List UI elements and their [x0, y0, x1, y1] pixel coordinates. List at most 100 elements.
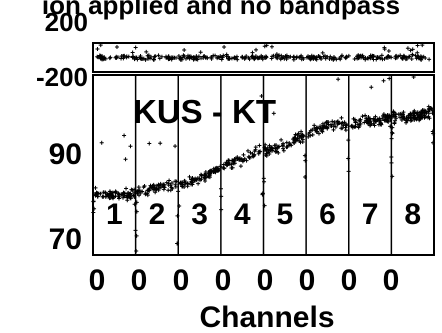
bottom-point — [122, 194, 127, 199]
bottom-point — [253, 145, 258, 150]
bottom-point — [196, 181, 201, 186]
bottom-point — [252, 149, 257, 154]
top-point — [194, 54, 199, 59]
top-point — [98, 43, 103, 48]
band-separators — [134, 75, 393, 255]
series-annotation: KUS - KT — [133, 93, 276, 130]
bottom-point — [299, 129, 304, 134]
bottom-point — [303, 158, 308, 163]
top-point — [157, 56, 162, 61]
top-point — [331, 55, 336, 60]
bottom-point — [189, 177, 194, 182]
bottom-point — [212, 169, 217, 174]
bottom-point — [156, 188, 161, 193]
bottom-point — [310, 127, 315, 132]
bottom-point — [128, 144, 133, 149]
top-point — [130, 54, 135, 59]
bottom-point — [227, 158, 232, 163]
top-point — [220, 55, 225, 60]
top-point — [113, 55, 118, 60]
bottom-point — [321, 126, 326, 131]
bottom-point — [136, 185, 141, 190]
bottom-point — [169, 185, 174, 190]
bottom-point — [324, 124, 329, 129]
top-point — [140, 56, 145, 61]
bottom-point — [156, 183, 161, 188]
bottom-point — [350, 125, 355, 130]
bottom-point — [325, 120, 330, 125]
bottom-point — [293, 132, 298, 137]
bottom-point — [422, 113, 427, 118]
bottom-point — [388, 124, 393, 129]
bottom-point — [238, 164, 243, 169]
top-point — [253, 54, 258, 59]
bottom-point — [363, 113, 368, 118]
bottom-point — [175, 213, 180, 218]
top-point — [174, 55, 179, 60]
bottom-point — [292, 139, 297, 144]
top-point — [235, 57, 240, 62]
x-tick-label: 0 — [173, 264, 190, 297]
top-point — [264, 43, 269, 48]
bottom-point — [257, 143, 262, 148]
bottom-point — [111, 194, 116, 199]
bottom-point — [380, 116, 385, 121]
top-ytick-label: -200 — [36, 62, 88, 92]
bottom-point — [189, 182, 194, 187]
top-point — [321, 54, 326, 59]
bottom-point — [116, 196, 121, 201]
top-point — [151, 57, 156, 62]
bottom-point — [378, 121, 383, 126]
bottom-point — [241, 109, 246, 114]
top-point — [275, 56, 280, 61]
band-label: 4 — [234, 198, 251, 231]
bottom-point — [419, 115, 424, 120]
bottom-point — [390, 125, 395, 130]
bottom-point — [307, 130, 312, 135]
top-point — [211, 53, 216, 58]
bottom-point — [198, 178, 203, 183]
band-label: 2 — [149, 198, 166, 231]
top-point — [121, 54, 126, 59]
bottom-point — [262, 148, 267, 153]
bottom-point — [281, 141, 286, 146]
bottom-point — [221, 165, 226, 170]
top-point — [320, 50, 325, 55]
bottom-point — [353, 118, 358, 123]
top-ytick-label: 200 — [45, 7, 88, 37]
bottom-point — [91, 199, 96, 204]
bottom-point — [365, 118, 370, 123]
bottom-point — [95, 191, 100, 196]
bottom-point — [356, 125, 361, 130]
bottom-point — [258, 149, 263, 154]
bottom-point — [187, 174, 192, 179]
top-point — [114, 45, 119, 50]
top-point — [380, 57, 385, 62]
top-point — [287, 55, 292, 60]
bottom-point — [331, 127, 336, 132]
top-point — [246, 55, 251, 60]
bottom-point — [100, 194, 105, 199]
band-label: 6 — [319, 198, 336, 231]
bottom-point — [281, 148, 286, 153]
bottom-point — [173, 144, 178, 149]
bottom-point — [269, 145, 274, 150]
top-point — [218, 54, 223, 59]
top-point — [242, 55, 247, 60]
bottom-point — [314, 125, 319, 130]
bottom-point — [286, 143, 291, 148]
bottom-point — [264, 151, 269, 156]
band-label: 1 — [106, 198, 123, 231]
bottom-point — [215, 168, 220, 173]
bottom-point — [273, 146, 278, 151]
bottom-point — [320, 121, 325, 126]
bottom-point — [116, 191, 121, 196]
bottom-point — [401, 114, 406, 119]
top-point — [415, 43, 420, 48]
top-point — [377, 55, 382, 60]
top-point — [396, 54, 401, 59]
bottom-point — [106, 192, 111, 197]
